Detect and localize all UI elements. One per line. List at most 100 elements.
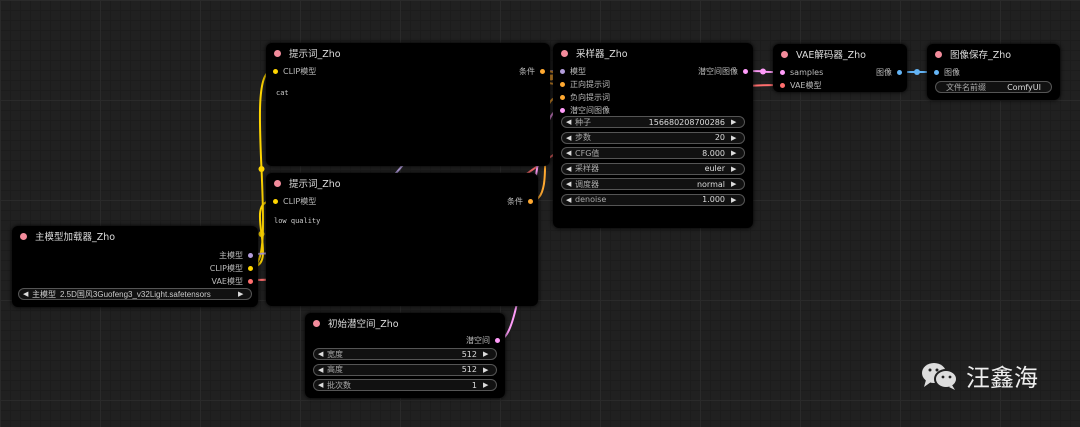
clip-input-dot[interactable]	[273, 68, 278, 74]
increment-arrow-icon[interactable]: ▶	[731, 195, 737, 204]
clip-output-dot[interactable]	[248, 265, 253, 271]
ksampler-node[interactable]: 采样器_Zho 模型 正向提示词 负向提示词 潜空间图像 潜空间图像 ◀ 种子 15…	[553, 43, 753, 228]
widget-2[interactable]: ◀ CFG值 8.000 ▶	[561, 147, 745, 159]
widget-value: 1.000	[702, 195, 725, 204]
cond-output-dot[interactable]	[540, 68, 545, 74]
samples-wire-midpoint[interactable]	[760, 68, 766, 75]
model-input-dot[interactable]	[560, 68, 565, 74]
node-title: 提示词_Zho	[289, 179, 341, 190]
widget-label: 采样器	[575, 164, 599, 173]
decrement-arrow-icon[interactable]: ◀	[566, 164, 572, 173]
node-status-dot	[313, 319, 320, 327]
slot-label: 模型	[570, 66, 586, 76]
widget-value: normal	[696, 179, 725, 189]
widget-5[interactable]: ◀ denoise 1.000 ▶	[561, 193, 745, 206]
slot-label: CLIP模型	[209, 263, 243, 273]
node-status-dot	[781, 50, 788, 58]
decrement-arrow-icon[interactable]: ◀	[23, 290, 29, 298]
samples-input-dot[interactable]	[780, 69, 785, 75]
slot-label: samples	[790, 67, 824, 77]
increment-arrow-icon[interactable]: ▶	[731, 118, 737, 126]
model-output-dot[interactable]	[248, 252, 253, 258]
vae-decode-node[interactable]: VAE解码器_Zho samples VAE模型 图像	[773, 44, 907, 92]
node-title: 采样器_Zho	[576, 49, 628, 60]
widget-2[interactable]: ◀ 批次数 1 ▶	[313, 379, 497, 391]
slot-label: 条件	[507, 196, 523, 206]
node-title: 提示词_Zho	[289, 49, 341, 60]
checkpoint-loader-node[interactable]: 主模型加载器_Zho 主模型 CLIP模型 VAE模型 ◀ 主模型 2.5D国风3G…	[12, 226, 258, 307]
vae-input-dot[interactable]	[780, 82, 785, 88]
latent-output-dot[interactable]	[495, 337, 500, 343]
negative-input-dot[interactable]	[560, 94, 565, 100]
prompt-textarea[interactable]: low quality	[274, 217, 321, 225]
decrement-arrow-icon[interactable]: ◀	[318, 381, 324, 389]
decrement-arrow-icon[interactable]: ◀	[566, 195, 572, 204]
widget-1[interactable]: ◀ 步数 20 ▶	[561, 131, 745, 144]
node-title: 主模型加载器_Zho	[35, 232, 116, 243]
widget-label: 批次数	[327, 380, 351, 390]
increment-arrow-icon[interactable]: ▶	[483, 381, 489, 389]
image-input-dot[interactable]	[934, 69, 939, 75]
prompt-textarea[interactable]: cat	[276, 89, 289, 97]
image-wire-midpoint[interactable]	[914, 69, 920, 75]
increment-arrow-icon[interactable]: ▶	[483, 350, 489, 358]
node-status-dot	[935, 50, 942, 58]
widget-value: 512	[461, 349, 477, 359]
image-output-dot[interactable]	[897, 69, 902, 75]
save-image-node[interactable]: 图像保存_Zho 图像 文件名前缀 ComfyUI	[927, 44, 1060, 100]
slot-label: 正向提示词	[570, 79, 610, 89]
clip-input-dot[interactable]	[273, 198, 278, 204]
widget-label: 种子	[575, 117, 591, 127]
widget-value: ComfyUI	[1007, 82, 1041, 92]
widget-label: 主模型	[32, 289, 56, 299]
latent-input-dot[interactable]	[560, 107, 565, 113]
node-title: 初始潜空间_Zho	[328, 319, 399, 330]
decrement-arrow-icon[interactable]: ◀	[566, 149, 572, 157]
wechat-icon	[922, 362, 958, 390]
widget-1[interactable]: ◀ 高度 512 ▶	[313, 363, 497, 376]
decrement-arrow-icon[interactable]: ◀	[566, 118, 572, 126]
decrement-arrow-icon[interactable]: ◀	[566, 133, 572, 142]
increment-arrow-icon[interactable]: ▶	[731, 180, 737, 188]
widget-label: denoise	[575, 195, 607, 204]
clip-wire-pos-midpoint[interactable]	[258, 166, 265, 172]
filename-prefix-widget[interactable]: 文件名前缀 ComfyUI	[935, 81, 1052, 93]
node-status-dot	[274, 49, 281, 57]
widget-label: 文件名前缀	[946, 82, 986, 92]
node-title: 图像保存_Zho	[950, 50, 1012, 61]
widget-value: 2.5D国风3Guofeng3_v32Light.safetensors	[60, 289, 211, 299]
clip-wire-neg-midpoint[interactable]	[258, 231, 265, 237]
increment-arrow-icon[interactable]: ▶	[731, 149, 737, 157]
empty-latent-node[interactable]: 初始潜空间_Zho 潜空间 ◀ 宽度 512 ▶ ◀ 高度 512 ▶ ◀ 批次数 1 ▶	[305, 313, 505, 398]
decrement-arrow-icon[interactable]: ◀	[566, 180, 572, 188]
latent-output-dot[interactable]	[743, 68, 748, 74]
slot-label: CLIP模型	[283, 196, 317, 206]
vae-output-dot[interactable]	[248, 278, 253, 284]
increment-arrow-icon[interactable]: ▶	[731, 164, 737, 173]
increment-arrow-icon[interactable]: ▶	[731, 133, 737, 142]
widget-0[interactable]: ◀ 宽度 512 ▶	[313, 348, 497, 360]
node-status-dot	[274, 179, 281, 187]
watermark-text: 汪鑫海	[966, 364, 1038, 392]
ckpt-name-widget[interactable]: ◀ 主模型 2.5D国风3Guofeng3_v32Light.safetensors…	[18, 288, 252, 300]
prompt-negative-node[interactable]: 提示词_Zho CLIP模型 条件 low quality	[266, 173, 538, 306]
prompt-positive-node[interactable]: 提示词_Zho CLIP模型 条件 cat	[266, 43, 550, 166]
widget-label: 宽度	[327, 349, 343, 359]
node-status-dot	[561, 49, 568, 57]
slot-label: 图像	[944, 67, 960, 77]
positive-input-dot[interactable]	[560, 81, 565, 87]
widget-label: 步数	[575, 133, 591, 142]
slot-label: VAE模型	[211, 276, 244, 286]
widget-4[interactable]: ◀ 调度器 normal ▶	[561, 178, 745, 190]
decrement-arrow-icon[interactable]: ◀	[318, 365, 324, 374]
widget-3[interactable]: ◀ 采样器 euler ▶	[561, 162, 745, 175]
slot-label: 潜空间图像	[570, 105, 610, 115]
node-status-dot	[20, 232, 27, 240]
increment-arrow-icon[interactable]: ▶	[483, 365, 489, 374]
cond-output-dot[interactable]	[528, 198, 533, 204]
increment-arrow-icon[interactable]: ▶	[238, 290, 244, 298]
widget-label: CFG值	[575, 148, 600, 158]
widget-0[interactable]: ◀ 种子 156680208700286 ▶	[561, 116, 745, 128]
widget-value: 8.000	[702, 148, 725, 158]
decrement-arrow-icon[interactable]: ◀	[318, 350, 324, 358]
